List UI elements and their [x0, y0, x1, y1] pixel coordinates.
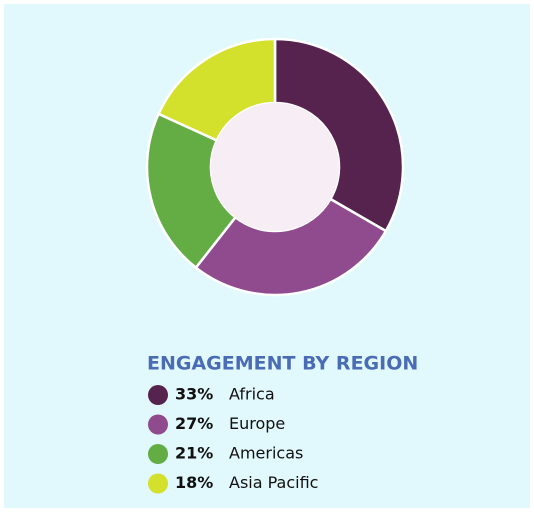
- legend-label: Asia Pacific: [229, 473, 318, 492]
- legend-label: Africa: [229, 385, 275, 404]
- donut-hole: [211, 103, 339, 231]
- legend-value: 18%: [175, 473, 213, 492]
- legend-swatch: [148, 385, 168, 405]
- legend-value: 27%: [175, 414, 213, 433]
- legend-title: ENGAGEMENT BY REGION: [147, 353, 418, 375]
- legend-value: 21%: [175, 444, 213, 463]
- legend-label: Europe: [229, 414, 285, 433]
- legend-label: Americas: [229, 444, 303, 463]
- legend-swatch: [148, 414, 168, 435]
- legend-swatch: [148, 473, 168, 494]
- legend-swatch: [148, 444, 168, 464]
- legend-value: 33%: [175, 385, 213, 404]
